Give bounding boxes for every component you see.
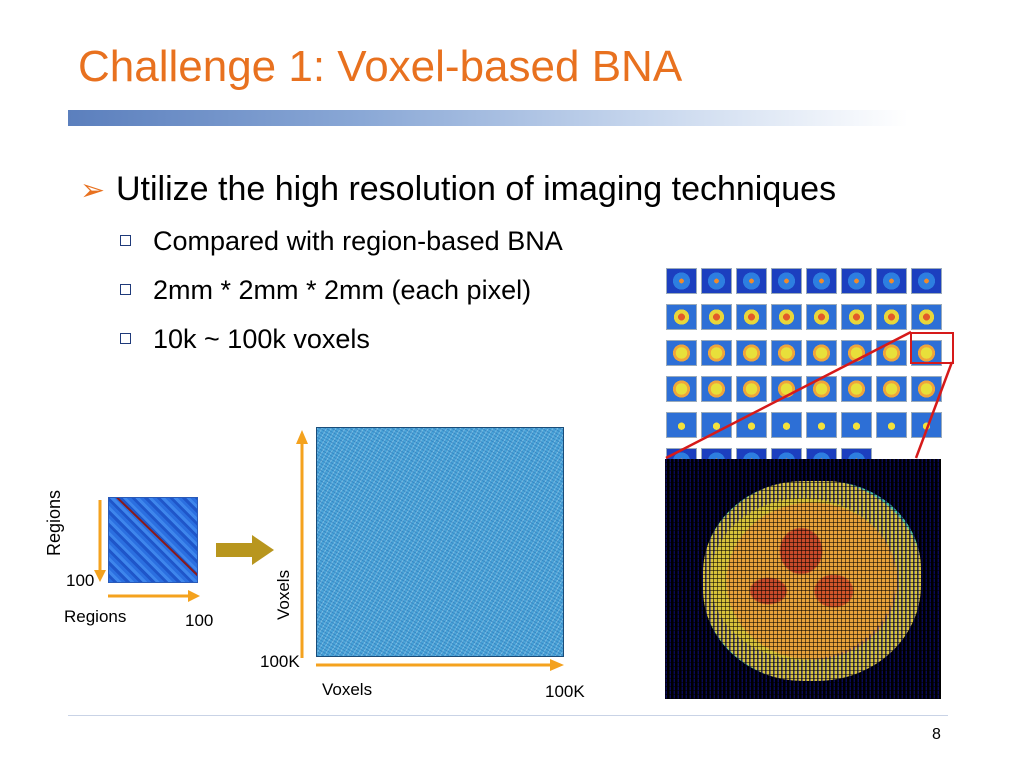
brain-slice-image — [736, 412, 767, 438]
square-bullet-icon — [120, 333, 131, 345]
page-number: 8 — [932, 726, 941, 743]
selected-slice-highlight — [910, 332, 954, 364]
voxel-connectivity-matrix — [316, 427, 564, 657]
brain-slice-image — [771, 340, 802, 366]
brain-slice-image — [666, 412, 697, 438]
brain-slice-image — [736, 268, 767, 294]
brain-slice-image — [666, 304, 697, 330]
brain-slice-image — [806, 340, 837, 366]
sub-bullet-3: 10k ~ 100k voxels — [120, 324, 370, 355]
sub-bullet-2: 2mm * 2mm * 2mm (each pixel) — [120, 275, 531, 306]
brain-slice-image — [911, 376, 942, 402]
brain-slice-image — [701, 340, 732, 366]
brain-slice-image — [841, 412, 872, 438]
brain-slice-image — [876, 340, 907, 366]
brain-slice-image — [876, 412, 907, 438]
sub-bullet-1: Compared with region-based BNA — [120, 226, 563, 257]
voxel-matrix-y-size: 100K — [260, 652, 300, 671]
brain-slice-image — [806, 304, 837, 330]
square-bullet-icon — [120, 284, 131, 296]
region-connectivity-matrix — [108, 497, 198, 583]
voxel-y-axis-arrow — [296, 430, 308, 658]
main-bullet-text: Utilize the high resolution of imaging t… — [116, 170, 837, 208]
voxel-x-axis-arrow — [316, 659, 564, 671]
region-matrix-x-size: 100 — [185, 611, 214, 630]
square-bullet-icon — [120, 235, 131, 247]
region-matrix-x-label: Regions — [64, 607, 127, 626]
region-matrix-y-size: 100 — [66, 571, 95, 590]
sub-bullet-text: 10k ~ 100k voxels — [153, 324, 370, 354]
main-bullet: ➢ Utilize the high resolution of imaging … — [80, 170, 836, 209]
voxel-matrix-x-size: 100K — [545, 682, 585, 701]
region-matrix-y-label: Regions — [44, 489, 64, 556]
brain-slice-image — [771, 268, 802, 294]
brain-slice-image — [666, 340, 697, 366]
brain-slice-image — [736, 304, 767, 330]
brain-slice-image — [771, 412, 802, 438]
brain-slice-image — [876, 376, 907, 402]
brain-slice-image — [701, 304, 732, 330]
voxel-matrix-x-label: Voxels — [322, 680, 373, 699]
brain-slice-image — [771, 304, 802, 330]
brain-slice-image — [806, 268, 837, 294]
brain-slice-image — [911, 304, 942, 330]
brain-slice-image — [841, 376, 872, 402]
brain-slice-image — [736, 340, 767, 366]
brain-slice-image — [666, 376, 697, 402]
sub-bullet-text: 2mm * 2mm * 2mm (each pixel) — [153, 275, 532, 305]
slide-title: Challenge 1: Voxel-based BNA — [78, 42, 683, 91]
sub-bullet-text: Compared with region-based BNA — [153, 226, 563, 256]
brain-slice-image — [876, 304, 907, 330]
brain-slice-image — [911, 412, 942, 438]
brain-slice-image — [666, 268, 697, 294]
voxel-matrix-y-label: Voxels — [274, 569, 293, 620]
region-y-axis-arrow — [94, 500, 106, 582]
title-underline-bar — [68, 110, 908, 126]
brain-slice-image — [841, 340, 872, 366]
brain-slice-image — [771, 376, 802, 402]
brain-slice-image — [701, 268, 732, 294]
brain-slice-image — [736, 376, 767, 402]
brain-slice-image — [841, 304, 872, 330]
region-x-axis-arrow — [108, 590, 200, 602]
arrow-bullet-icon: ➢ — [80, 174, 106, 207]
footer-divider — [68, 715, 948, 716]
brain-slice-image — [806, 376, 837, 402]
zoomed-brain-voxel-image — [665, 459, 941, 699]
zoom-lines — [665, 330, 954, 460]
brain-slice-image — [841, 268, 872, 294]
transform-arrow-icon — [216, 535, 274, 565]
brain-slice-image — [701, 376, 732, 402]
brain-slice-image — [876, 268, 907, 294]
brain-slice-image — [806, 412, 837, 438]
brain-slice-image — [911, 268, 942, 294]
